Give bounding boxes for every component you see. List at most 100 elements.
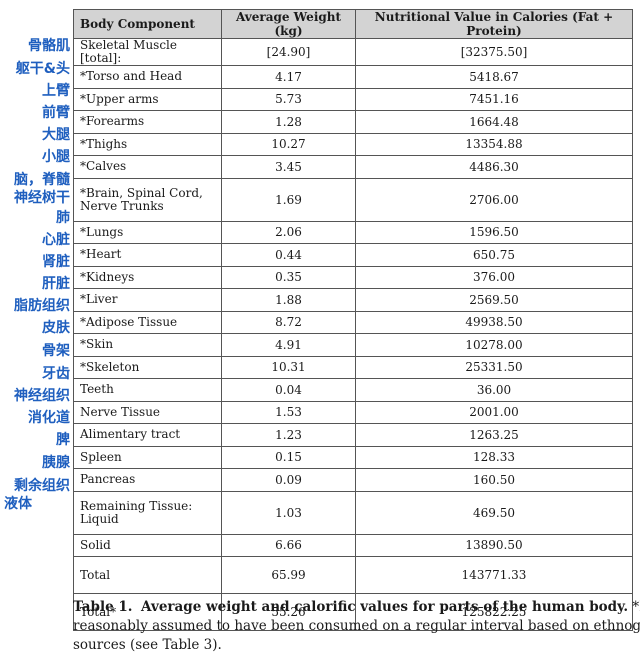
cell-weight: 1.88 (221, 288, 356, 312)
table-row: *Calves 3.45 4486.30 (73, 155, 633, 179)
annotation-label: 脂肪组织 (14, 298, 70, 314)
cell-component: *Heart (73, 243, 222, 267)
table-header-row: Body Component Average Weight (kg) Nutri… (73, 9, 633, 39)
cell-weight: 1.28 (221, 110, 356, 134)
cell-calories: 376.00 (355, 265, 633, 289)
cell-calories: 1596.50 (355, 220, 633, 244)
cell-weight: 55.26 (221, 593, 356, 631)
table-row: Remaining Tissue: Liquid 1.03 469.50 (73, 490, 633, 535)
annotation-label: 前臂 (42, 105, 70, 121)
cell-component: *Skin (73, 333, 222, 357)
cell-weight: 1.03 (221, 490, 356, 535)
table-row: *Kidneys 0.35 376.00 (73, 265, 633, 289)
annotation-label: 神经树干 (14, 190, 70, 206)
annotation-label: 大腿 (42, 127, 70, 143)
cell-component: *Forearms (73, 110, 222, 134)
cell-weight: 5.73 (221, 87, 356, 111)
table-row: Spleen 0.15 128.33 (73, 445, 633, 469)
table-row: *Skin 4.91 10278.00 (73, 333, 633, 357)
cell-weight: [24.90] (221, 38, 356, 66)
cell-component: Solid (73, 533, 222, 557)
cell-weight: 10.27 (221, 132, 356, 156)
column-header: Average Weight (kg) (221, 9, 356, 39)
caption-title: Average weight and calorific values for … (141, 599, 629, 615)
table-row: Solid 6.66 13890.50 (73, 533, 633, 557)
cell-component: Spleen (73, 445, 222, 469)
cell-component: *Skeleton (73, 355, 222, 379)
cell-calories: 469.50 (355, 490, 633, 535)
cell-component: *Calves (73, 155, 222, 179)
cell-component: *Lungs (73, 220, 222, 244)
cell-calories: 2569.50 (355, 288, 633, 312)
cell-component: *Kidneys (73, 265, 222, 289)
annotation-label: 脾 (56, 432, 70, 448)
cell-calories: 2706.00 (355, 177, 633, 222)
table-row: *Liver 1.88 2569.50 (73, 288, 633, 312)
caption-text: *Part (632, 599, 640, 615)
cell-calories: 125822.25 (355, 593, 633, 631)
cell-component: Remaining Tissue: Liquid (73, 490, 222, 535)
column-header: Body Component (73, 9, 222, 39)
cell-calories: 4486.30 (355, 155, 633, 179)
caption-text: reasonably assumed to have been consumed… (73, 618, 640, 634)
table-row: Skeletal Muscle [total]: [24.90] [32375.50… (73, 38, 633, 66)
table-row: *Skeleton 10.31 25331.50 (73, 355, 633, 379)
cell-component: *Liver (73, 288, 222, 312)
cell-calories: 128.33 (355, 445, 633, 469)
cell-calories: 650.75 (355, 243, 633, 267)
annotation-label: 骨骼肌 (28, 38, 70, 54)
cell-component: Total (73, 556, 222, 594)
cell-calories: 13890.50 (355, 533, 633, 557)
cell-calories: 160.50 (355, 468, 633, 492)
cell-weight: 2.06 (221, 220, 356, 244)
cell-weight: 4.17 (221, 65, 356, 89)
table-row: Total* 55.26 125822.25 (73, 593, 633, 631)
cell-weight: 8.72 (221, 310, 356, 334)
cell-calories: 1263.25 (355, 423, 633, 447)
table-row: *Brain, Spinal Cord, Nerve Trunks 1.69 270… (73, 177, 633, 222)
cell-calories: 13354.88 (355, 132, 633, 156)
annotation-label: 胰腺 (42, 455, 70, 471)
cell-weight: 0.35 (221, 265, 356, 289)
annotation-label: 剩余组织 (14, 478, 70, 494)
cell-calories: 5418.67 (355, 65, 633, 89)
annotation-label: 液体 (4, 496, 32, 512)
annotation-label: 消化道 (28, 410, 70, 426)
annotation-label: 上臂 (42, 83, 70, 99)
cell-calories: 36.00 (355, 378, 633, 402)
cell-weight: 0.04 (221, 378, 356, 402)
cell-weight: 65.99 (221, 556, 356, 594)
cell-component: Nerve Tissue (73, 400, 222, 424)
table-row: *Heart 0.44 650.75 (73, 243, 633, 267)
cell-component: *Torso and Head (73, 65, 222, 89)
table-row: Nerve Tissue 1.53 2001.00 (73, 400, 633, 424)
table-row: *Lungs 2.06 1596.50 (73, 220, 633, 244)
cell-calories: 1664.48 (355, 110, 633, 134)
table-row: Alimentary tract 1.23 1263.25 (73, 423, 633, 447)
cell-calories: 2001.00 (355, 400, 633, 424)
cell-weight: 1.69 (221, 177, 356, 222)
cell-component: *Brain, Spinal Cord, Nerve Trunks (73, 177, 222, 222)
cell-weight: 0.09 (221, 468, 356, 492)
table-row: *Thighs 10.27 13354.88 (73, 132, 633, 156)
cell-component: *Upper arms (73, 87, 222, 111)
annotation-label: 肺 (56, 210, 70, 226)
cell-weight: 3.45 (221, 155, 356, 179)
cell-weight: 10.31 (221, 355, 356, 379)
table-row: *Adipose Tissue 8.72 49938.50 (73, 310, 633, 334)
cell-calories: 10278.00 (355, 333, 633, 357)
cell-weight: 4.91 (221, 333, 356, 357)
cell-component: Teeth (73, 378, 222, 402)
column-header: Nutritional Value in Calories (Fat + Pro… (355, 9, 633, 39)
table-body: Skeletal Muscle [total]: [24.90] [32375.50… (73, 38, 633, 631)
cell-weight: 0.15 (221, 445, 356, 469)
annotation-label: 躯干&头 (15, 61, 70, 77)
cell-component: Total* (73, 593, 222, 631)
annotation-label: 骨架 (42, 343, 70, 359)
annotation-label: 牙齿 (42, 366, 70, 382)
cell-weight: 6.66 (221, 533, 356, 557)
table-row: *Forearms 1.28 1664.48 (73, 110, 633, 134)
cell-weight: 1.53 (221, 400, 356, 424)
cell-component: *Adipose Tissue (73, 310, 222, 334)
cell-component: Alimentary tract (73, 423, 222, 447)
